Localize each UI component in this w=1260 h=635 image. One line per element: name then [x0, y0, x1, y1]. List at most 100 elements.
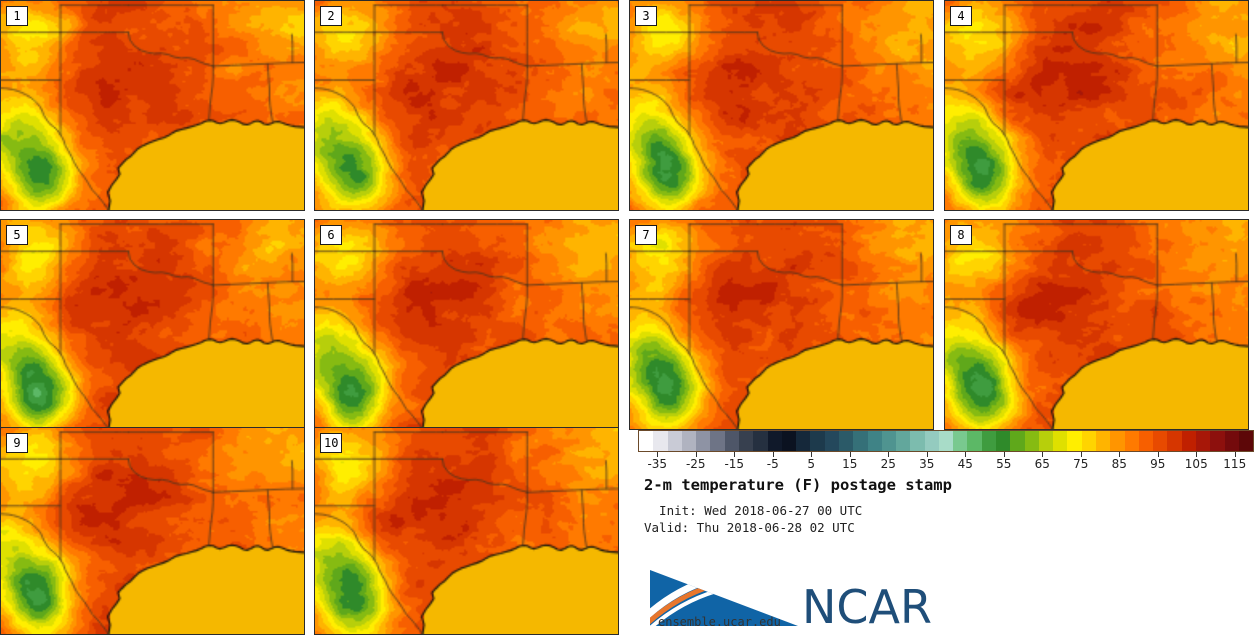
colorbar-tick: [1119, 452, 1121, 457]
colorbar-swatch: [1210, 431, 1225, 451]
panel-number-label: 1: [6, 6, 28, 26]
colorbar-swatch: [1081, 431, 1096, 451]
colorbar-tick-label: -5: [766, 457, 779, 471]
colorbar-tick-label: -35: [647, 457, 668, 471]
colorbar-tick-label: 15: [842, 457, 858, 471]
member-temperature-map: [315, 220, 618, 429]
colorbar-swatch: [1038, 431, 1054, 451]
colorbar-swatch: [810, 431, 825, 451]
colorbar-swatch: [681, 431, 697, 451]
init-time: Init: Wed 2018-06-27 00 UTC: [644, 503, 863, 518]
colorbar-tick: [926, 452, 928, 457]
colorbar-tick: [811, 452, 813, 457]
ensemble-member-panel-1[interactable]: 1: [0, 0, 305, 211]
colorbar-tick-label: 35: [919, 457, 935, 471]
colorbar-tick-label: -15: [724, 457, 745, 471]
colorbar-swatch: [1053, 431, 1068, 451]
panel-number-label: 2: [320, 6, 342, 26]
colorbar-swatch: [881, 431, 897, 451]
colorbar-tick-labels: -35 -25 -15 -5 5 15 25 35 45 55 65 75 85 95 105 115: [638, 457, 1254, 473]
colorbar-tick: [1234, 452, 1236, 457]
colorbar-swatch: [781, 431, 797, 451]
colorbar-swatch: [667, 431, 682, 451]
colorbar-tick: [965, 452, 967, 457]
colorbar-swatch: [724, 431, 739, 451]
panel-number-label: 10: [320, 433, 343, 453]
ensemble-url: ensemble.ucar.edu: [658, 615, 781, 629]
member-temperature-map: [1, 428, 304, 634]
colorbar-swatch: [1238, 431, 1254, 451]
colorbar-tick: [1042, 452, 1044, 457]
colorbar-swatch: [653, 431, 668, 451]
member-temperature-map: [315, 428, 618, 634]
ensemble-member-panel-10[interactable]: 10: [314, 427, 619, 635]
colorbar-tick: [734, 452, 736, 457]
ensemble-member-panel-6[interactable]: 6: [314, 219, 619, 430]
colorbar-swatch: [1067, 431, 1082, 451]
colorbar-swatch: [853, 431, 868, 451]
colorbar-tick-label: 25: [880, 457, 896, 471]
member-temperature-map: [630, 220, 933, 429]
colorbar-swatch: [639, 431, 654, 451]
colorbar-swatches: [638, 430, 1254, 452]
ensemble-member-panel-7[interactable]: 7: [629, 219, 934, 430]
colorbar-swatch: [938, 431, 954, 451]
colorbar-swatch: [710, 431, 725, 451]
colorbar-tick: [1003, 452, 1005, 457]
colorbar-tick: [888, 452, 890, 457]
colorbar-swatch: [824, 431, 839, 451]
ensemble-member-panel-4[interactable]: 4: [944, 0, 1249, 211]
member-temperature-map: [1, 1, 304, 210]
colorbar-swatch: [924, 431, 939, 451]
member-temperature-map: [1, 220, 304, 429]
ncar-logo: NCAR ensemble.ucar.edu: [646, 560, 946, 630]
colorbar-tick-label: 55: [996, 457, 1012, 471]
colorbar-swatch: [1224, 431, 1239, 451]
ncar-wordmark: NCAR: [802, 580, 932, 630]
colorbar-tick: [695, 452, 697, 457]
colorbar-swatch: [1167, 431, 1182, 451]
colorbar-swatch: [953, 431, 968, 451]
colorbar-swatch: [1153, 431, 1168, 451]
colorbar-swatch: [838, 431, 854, 451]
colorbar-swatch: [753, 431, 768, 451]
colorbar-tick-label: 65: [1034, 457, 1050, 471]
colorbar-ticks: [638, 452, 1254, 458]
colorbar-tick-label: 105: [1184, 457, 1208, 471]
ensemble-member-panel-5[interactable]: 5: [0, 219, 305, 430]
colorbar-swatch: [896, 431, 911, 451]
colorbar: [638, 430, 1254, 452]
colorbar-swatch: [796, 431, 811, 451]
colorbar-swatch: [981, 431, 997, 451]
ncar-logo-mark: NCAR: [650, 570, 932, 630]
member-temperature-map: [945, 220, 1248, 429]
colorbar-swatch: [1024, 431, 1039, 451]
ensemble-member-panel-2[interactable]: 2: [314, 0, 619, 211]
colorbar-swatch: [1124, 431, 1139, 451]
colorbar-swatch: [696, 431, 711, 451]
colorbar-tick-label: 75: [1073, 457, 1089, 471]
panel-number-label: 5: [6, 225, 28, 245]
ensemble-member-panel-3[interactable]: 3: [629, 0, 934, 211]
member-temperature-map: [315, 1, 618, 210]
member-temperature-map: [630, 1, 933, 210]
legend-block: -35 -25 -15 -5 5 15 25 35 45 55 65 75 85 95 105 115 2-m…: [638, 430, 1254, 630]
colorbar-swatch: [1181, 431, 1196, 451]
colorbar-swatch: [738, 431, 754, 451]
colorbar-tick: [772, 452, 774, 457]
colorbar-tick-label: 45: [957, 457, 973, 471]
colorbar-tick-label: -25: [685, 457, 706, 471]
colorbar-tick-label: 115: [1223, 457, 1247, 471]
ensemble-member-panel-8[interactable]: 8: [944, 219, 1249, 430]
member-temperature-map: [945, 1, 1248, 210]
figure-timestamps: Init: Wed 2018-06-27 00 UTC Valid: Thu 2…: [644, 502, 862, 536]
colorbar-swatch: [967, 431, 982, 451]
panel-number-label: 8: [950, 225, 972, 245]
ensemble-member-panel-9[interactable]: 9: [0, 427, 305, 635]
colorbar-tick: [1196, 452, 1198, 457]
colorbar-swatch: [1110, 431, 1125, 451]
colorbar-swatch: [1010, 431, 1025, 451]
colorbar-tick-label: 5: [807, 457, 816, 471]
panel-number-label: 3: [635, 6, 657, 26]
colorbar-swatch: [767, 431, 782, 451]
